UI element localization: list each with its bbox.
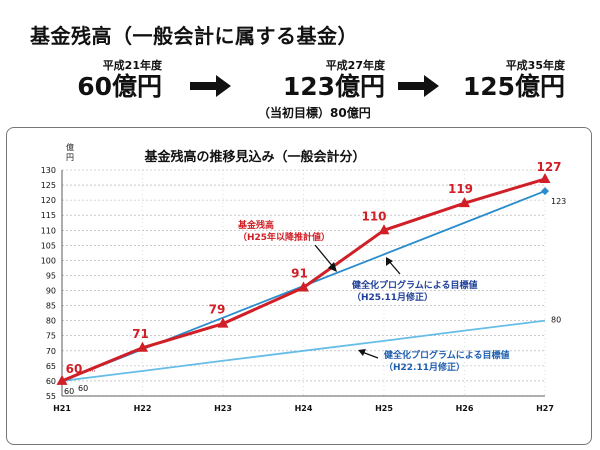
- y-tick-label: 120: [41, 196, 56, 205]
- stage-h21: 平成21年度 60億円: [52, 57, 162, 101]
- data-point: [378, 224, 390, 235]
- annotation-leader: [361, 351, 379, 359]
- data-point: [539, 173, 551, 184]
- annotation-leader: [314, 244, 335, 269]
- y-tick-label: 65: [46, 362, 56, 371]
- chart-frame: [6, 127, 592, 445]
- start-value-label: 60: [64, 387, 74, 396]
- series-line: [61, 319, 546, 382]
- annotation-text: （H25年以降推計値）: [238, 231, 330, 243]
- end-value-label: 80: [551, 316, 561, 325]
- start-value-label: 60: [78, 384, 88, 393]
- data-label: 119: [448, 182, 473, 196]
- data-point: [217, 317, 229, 328]
- y-axis-unit: 億: [66, 142, 74, 152]
- y-tick-label: 90: [46, 287, 56, 296]
- annotation-arrowhead: [358, 349, 366, 356]
- stage-era: 平成21年度: [102, 59, 162, 72]
- annotation-text: （H22.11月修正）: [384, 361, 465, 373]
- stage-amount: 60億円: [77, 72, 162, 101]
- data-label: 71: [132, 327, 149, 341]
- page-title: 基金残高（一般会計に属する基金）: [30, 24, 358, 48]
- y-tick-label: 105: [41, 241, 56, 250]
- annotation-text: 健全化プログラムによる目標値: [352, 279, 477, 291]
- y-axis-unit: 円: [66, 153, 74, 162]
- chart-title: 基金残高の推移見込み（一般会計分）: [143, 149, 365, 165]
- data-label: 127: [536, 160, 561, 174]
- y-tick-label: 75: [46, 332, 56, 341]
- stage-era: 平成27年度: [325, 59, 385, 72]
- end-value-label: 123: [551, 197, 566, 206]
- x-tick-label: H24: [295, 404, 313, 413]
- stage-amount: 125億円: [462, 72, 565, 101]
- x-tick-label: H23: [214, 404, 232, 413]
- data-label: 91: [291, 267, 308, 281]
- y-tick-label: 115: [41, 211, 56, 220]
- stage-h35: 平成35年度 125億円: [455, 57, 565, 101]
- annotation-arrowhead: [386, 257, 393, 266]
- data-label: 79: [209, 303, 226, 317]
- y-tick-label: 130: [41, 166, 56, 175]
- x-tick-label: H25: [375, 404, 393, 413]
- x-tick-label: H27: [536, 404, 554, 413]
- y-tick-label: 85: [46, 302, 56, 311]
- data-label: 110: [361, 209, 386, 223]
- data-point: [459, 197, 470, 208]
- data-point: [137, 341, 148, 352]
- data-point: [56, 374, 68, 385]
- y-tick-label: 95: [46, 271, 56, 280]
- annotation-text: 健全化プログラムによる目標値: [384, 349, 509, 361]
- annotation-arrowhead: [328, 262, 337, 272]
- stage-h27: 平成27年度 123億円: [255, 57, 385, 101]
- y-tick-label: 70: [46, 347, 56, 356]
- y-tick-label: 60: [46, 377, 56, 386]
- annotation-text: 基金残高: [237, 219, 274, 231]
- data-point: [298, 281, 309, 292]
- x-tick-label: H21: [53, 404, 71, 413]
- data-label: 60: [66, 362, 83, 376]
- y-tick-label: 80: [46, 317, 56, 326]
- right-arrow-icon: [190, 75, 231, 97]
- initial-target-note: （当初目標）80億円: [258, 106, 371, 120]
- data-point: [541, 187, 549, 196]
- x-tick-label: H26: [456, 404, 474, 413]
- stage-era: 平成35年度: [505, 59, 565, 72]
- stage-amount: 123億円: [282, 72, 385, 101]
- y-tick-label: 55: [46, 392, 56, 401]
- y-tick-label: 110: [41, 226, 56, 235]
- x-tick-label: H22: [134, 404, 152, 413]
- right-arrow-icon: [398, 75, 439, 97]
- y-tick-label: 100: [41, 256, 56, 265]
- annotation-text: （H25.11月修正）: [352, 291, 433, 303]
- y-tick-label: 125: [41, 181, 56, 190]
